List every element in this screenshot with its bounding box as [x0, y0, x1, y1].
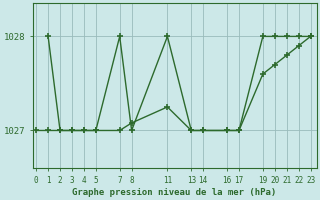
X-axis label: Graphe pression niveau de la mer (hPa): Graphe pression niveau de la mer (hPa): [72, 188, 277, 197]
